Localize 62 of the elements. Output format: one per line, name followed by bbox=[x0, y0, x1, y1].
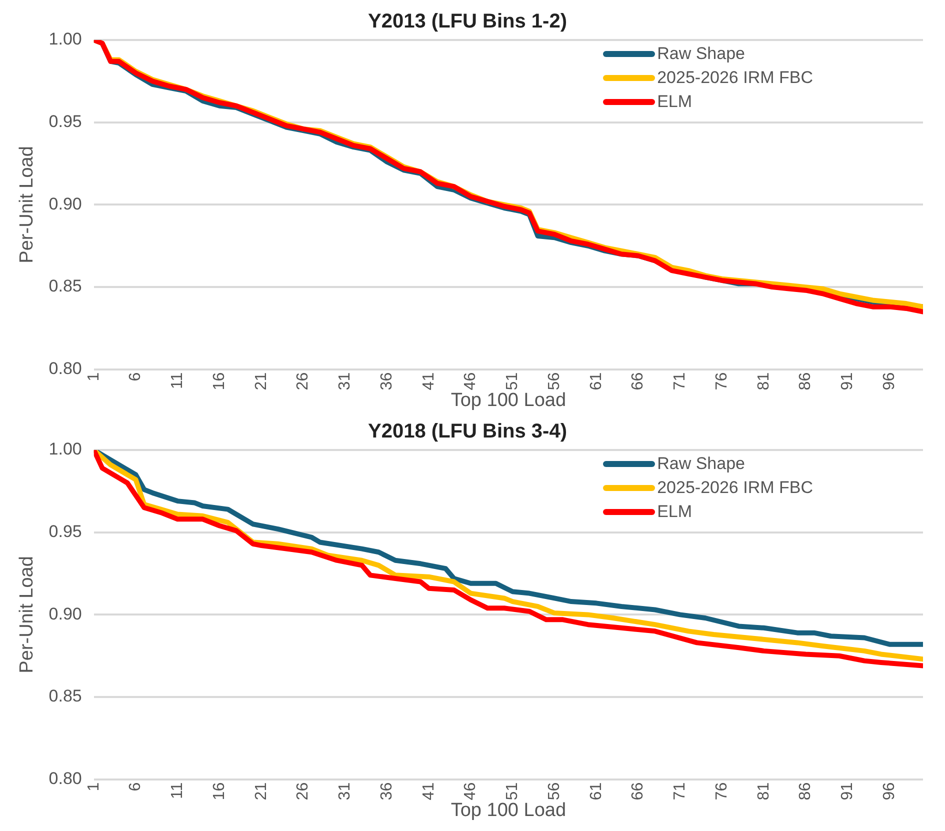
x-tick-label: 81 bbox=[755, 372, 772, 390]
x-tick-label: 76 bbox=[713, 372, 730, 390]
x-tick-label: 56 bbox=[546, 372, 563, 390]
x-tick-label: 36 bbox=[378, 372, 396, 390]
x-tick-label: 41 bbox=[420, 782, 438, 800]
legend-label: Raw Shape bbox=[657, 454, 745, 474]
x-tick-label: 61 bbox=[588, 372, 605, 390]
x-tick-label: 21 bbox=[252, 372, 270, 390]
x-tick-label: 46 bbox=[462, 782, 480, 800]
x-tick-label: 6 bbox=[127, 782, 144, 792]
x-tick-label: 91 bbox=[839, 372, 856, 390]
legend-label: ELM bbox=[657, 502, 692, 522]
x-tick-label: 6 bbox=[127, 372, 144, 382]
x-tick-label: 71 bbox=[672, 782, 689, 800]
y-tick-label: 0.95 bbox=[48, 112, 82, 132]
x-tick-label: 16 bbox=[210, 782, 228, 800]
x-tick-label: 96 bbox=[880, 372, 898, 390]
x-tick-label: 66 bbox=[630, 782, 647, 800]
x-tick-label: 66 bbox=[630, 372, 647, 390]
y-tick-label: 0.95 bbox=[48, 522, 82, 542]
x-tick-label: 11 bbox=[169, 372, 186, 390]
x-tick-label: 86 bbox=[797, 372, 814, 390]
x-tick-label: 31 bbox=[336, 372, 354, 390]
y-tick-label: 0.90 bbox=[48, 604, 82, 624]
y-tick-label: 0.85 bbox=[48, 686, 82, 706]
legend-label: ELM bbox=[657, 92, 692, 112]
y-tick-label: 0.80 bbox=[48, 359, 82, 378]
y-tick-label: 1.00 bbox=[48, 30, 82, 49]
x-tick-label: 31 bbox=[336, 782, 354, 800]
x-tick-label: 76 bbox=[713, 782, 730, 800]
legend-label: 2025-2026 IRM FBC bbox=[657, 478, 813, 498]
legend-label: 2025-2026 IRM FBC bbox=[657, 68, 813, 88]
x-tick-label: 86 bbox=[797, 782, 814, 800]
x-tick-label: 81 bbox=[755, 782, 772, 800]
x-tick-label: 51 bbox=[504, 782, 522, 800]
y-tick-label: 1.00 bbox=[48, 440, 82, 459]
x-tick-label: 51 bbox=[504, 372, 522, 390]
x-axis-title: Top 100 Load bbox=[450, 390, 566, 411]
x-tick-label: 61 bbox=[588, 782, 605, 800]
x-tick-label: 96 bbox=[880, 782, 898, 800]
y-tick-label: 0.90 bbox=[48, 194, 82, 214]
chart-title: Y2018 (LFU Bins 3-4) bbox=[368, 420, 567, 443]
chart-title: Y2013 (LFU Bins 1-2) bbox=[368, 10, 567, 33]
x-tick-label: 1 bbox=[85, 372, 102, 382]
legend-label: Raw Shape bbox=[657, 44, 745, 64]
x-tick-label: 71 bbox=[672, 372, 689, 390]
x-tick-label: 21 bbox=[252, 782, 270, 800]
x-tick-label: 16 bbox=[210, 372, 228, 390]
x-tick-label: 46 bbox=[462, 372, 480, 390]
x-tick-label: 11 bbox=[169, 782, 186, 800]
x-tick-label: 26 bbox=[294, 782, 312, 800]
x-tick-label: 1 bbox=[85, 782, 102, 792]
y-axis-title: Per-Unit Load bbox=[16, 146, 38, 264]
x-tick-label: 36 bbox=[378, 782, 396, 800]
x-tick-label: 41 bbox=[420, 372, 438, 390]
y-tick-label: 0.80 bbox=[48, 769, 82, 788]
x-tick-label: 26 bbox=[294, 372, 312, 390]
y-axis-title: Per-Unit Load bbox=[16, 556, 38, 674]
y-tick-label: 0.85 bbox=[48, 276, 82, 296]
x-tick-label: 91 bbox=[839, 782, 856, 800]
x-axis-title: Top 100 Load bbox=[450, 800, 566, 821]
x-tick-label: 56 bbox=[546, 782, 563, 800]
